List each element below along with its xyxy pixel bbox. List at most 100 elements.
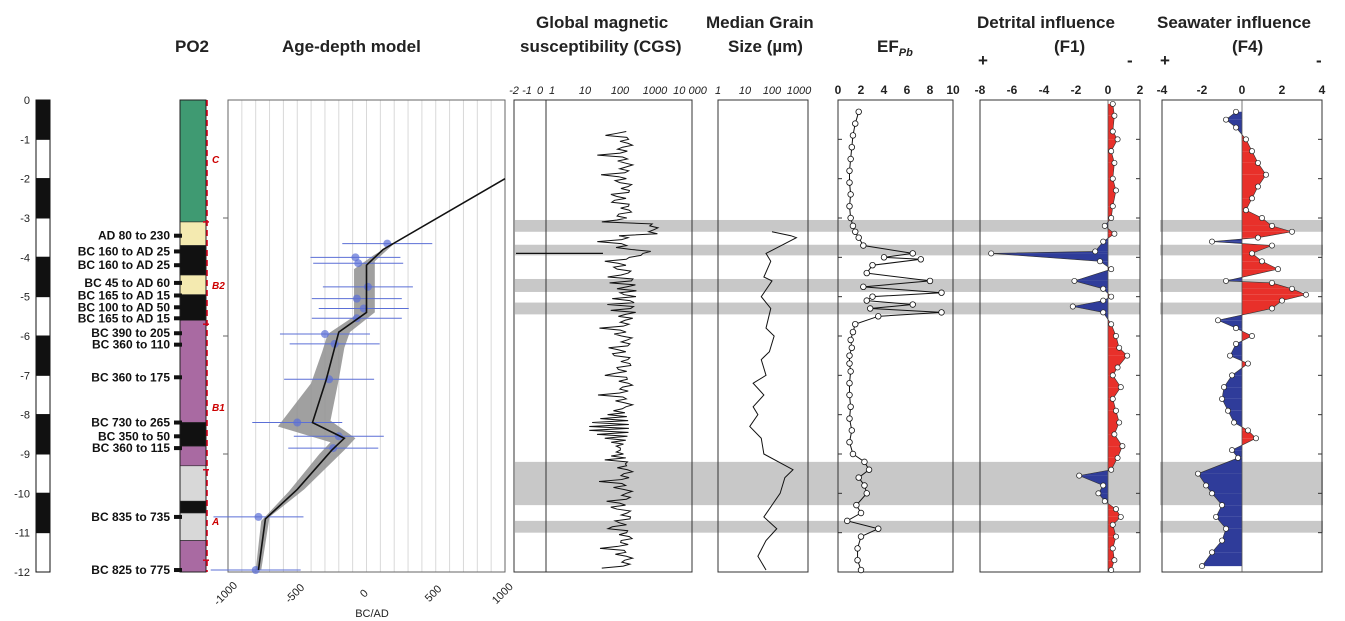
f1-area-segment <box>1108 398 1116 411</box>
grey-band <box>1160 244 1323 256</box>
f4-area-segment <box>1198 457 1242 474</box>
ms-x-tick-label: 10 <box>579 85 592 97</box>
f4-point <box>1255 234 1261 241</box>
f4-area-segment <box>1242 430 1256 439</box>
f4-area-segment <box>1242 253 1262 262</box>
grain-panel-frame <box>717 99 809 573</box>
ef-point <box>844 517 851 525</box>
f4-area-segment <box>1212 540 1242 553</box>
f1-point <box>1113 407 1119 414</box>
f1-point <box>1111 557 1118 564</box>
depth-scale-segment <box>35 374 51 416</box>
ef-point <box>852 321 859 328</box>
age-label: BC 360 to 110 <box>92 338 170 352</box>
f4-point <box>1279 297 1285 304</box>
f1-point <box>1114 454 1121 461</box>
ef-point <box>853 501 860 509</box>
f1-point <box>1109 545 1116 552</box>
f1-area-segment <box>1098 485 1108 494</box>
f1-plus: + <box>978 51 988 70</box>
depth-tick-label: -3 <box>20 213 30 225</box>
f4-point <box>1223 277 1229 284</box>
f4-area-segment <box>1202 552 1242 567</box>
ef-point <box>867 305 874 312</box>
depth-tick-label: -10 <box>14 488 30 500</box>
f1-point <box>1109 521 1116 528</box>
calibrated-date-point <box>363 282 372 291</box>
f1-point <box>1100 297 1107 304</box>
depth-tick-label: -7 <box>20 370 30 382</box>
f1-point <box>1108 266 1115 273</box>
ef-panel: 0 2 4 6 8 10 <box>835 83 960 574</box>
grey-band <box>515 219 1140 232</box>
f1-x-tick-label: 0 <box>1105 83 1112 97</box>
ms-panel: -2 -1 0 1 10 100 1000 10 000 <box>509 85 708 573</box>
ef-point <box>847 155 854 163</box>
f1-area-segment <box>1108 457 1118 470</box>
f1-point <box>1076 472 1083 479</box>
f1-area-segment <box>1108 206 1113 218</box>
f4-area-segment <box>1242 231 1292 238</box>
f1-point <box>1097 258 1103 265</box>
f4-point <box>1227 352 1233 359</box>
f4-point <box>1289 285 1295 292</box>
age-marker <box>174 293 182 298</box>
f4-point <box>1215 317 1221 324</box>
f4-point <box>1249 250 1255 257</box>
f4-point <box>1303 291 1309 298</box>
core-facies-layer <box>179 500 207 514</box>
core-facies-layer <box>179 274 207 295</box>
f4-x-tick-label: -2 <box>1197 83 1208 97</box>
ef-point <box>846 360 853 367</box>
grain-x-tick-label: 10 <box>739 85 752 97</box>
ef-point <box>860 283 867 291</box>
calibrated-date-point <box>352 294 361 303</box>
core-facies-layer <box>179 540 207 573</box>
ef-point <box>846 439 853 446</box>
core-facies-layer <box>179 422 207 447</box>
age-marker <box>174 434 182 439</box>
core-facies-layer <box>179 99 207 223</box>
ef-point <box>849 132 857 139</box>
age-marker <box>174 514 182 519</box>
ef-point <box>863 490 870 497</box>
age-label: BC 45 to AD 60 <box>84 276 170 290</box>
core-facies-layer <box>179 465 207 502</box>
f4-point <box>1269 279 1275 286</box>
f1-x-tick-label: -2 <box>1071 83 1082 97</box>
age-x-tick-label: 500 <box>423 583 444 604</box>
depth-scale-segment <box>35 217 51 258</box>
f4-area-segment <box>1230 343 1242 356</box>
f1-panel: -8 -6 -4 -2 0 2 <box>975 83 1144 573</box>
calibrated-date-point <box>251 566 260 575</box>
f4-point <box>1219 395 1225 402</box>
age-label: BC 390 to 205 <box>91 326 170 340</box>
age-label: BC 160 to AD 25 <box>78 258 171 272</box>
ef-point <box>848 427 855 434</box>
f4-point <box>1209 490 1215 497</box>
ef-x-tick-label: 8 <box>927 83 934 97</box>
age-label: BC 825 to 775 <box>91 563 170 577</box>
f4-area-segment <box>1212 493 1242 506</box>
age-marker <box>174 316 182 321</box>
depth-scale-segment <box>35 453 51 494</box>
f1-title-2: (F1) <box>1054 37 1085 56</box>
ef-point <box>849 450 857 458</box>
f1-point <box>1119 443 1126 450</box>
f4-title-1: Seawater influence <box>1157 13 1311 32</box>
f4-x-tick-label: 2 <box>1279 83 1286 97</box>
ef-point <box>938 289 945 296</box>
f4-area-segment <box>1222 528 1242 541</box>
f4-point <box>1233 108 1239 115</box>
ef-title-main: EF <box>877 37 899 56</box>
core-log: C B2 B1 A <box>179 99 225 573</box>
age-x-tick-label: -500 <box>283 582 307 606</box>
ef-point <box>854 545 861 552</box>
depth-tick-label: 0 <box>24 95 30 107</box>
f4-point <box>1275 266 1281 273</box>
depth-scale-segment <box>35 99 51 140</box>
f4-point <box>1269 305 1275 312</box>
f1-point <box>1095 490 1102 497</box>
f1-point <box>1100 285 1107 292</box>
f4-area-segment <box>1224 375 1242 388</box>
